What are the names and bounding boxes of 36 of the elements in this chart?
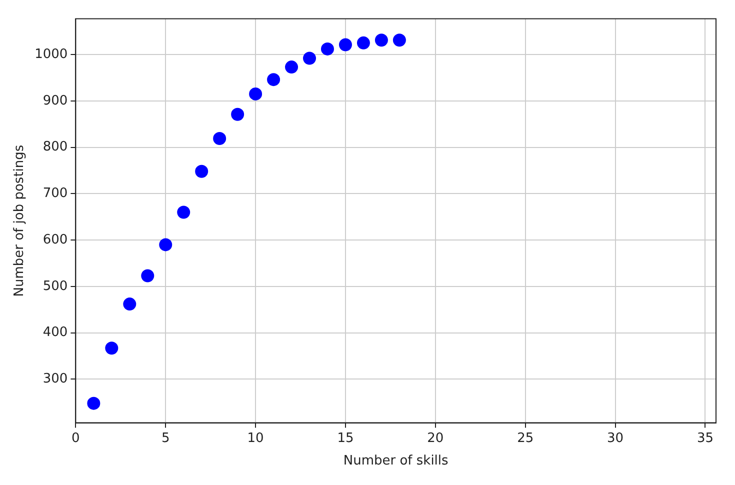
point xyxy=(87,396,100,410)
x-tick-label: 25 xyxy=(517,430,534,446)
point xyxy=(267,73,280,86)
y-tick-label: 700 xyxy=(42,186,68,202)
y-tick-label: 600 xyxy=(42,232,68,248)
y-tick-label: 900 xyxy=(42,93,68,108)
y-axis-title: Number of job postings xyxy=(12,144,28,297)
point xyxy=(374,34,388,47)
point xyxy=(231,108,244,121)
x-axis-title: Number of skills xyxy=(343,454,449,469)
x-tick-label: 0 xyxy=(72,430,80,446)
x-tick-label: 15 xyxy=(337,430,354,446)
y-tick-label: 800 xyxy=(42,140,68,155)
point xyxy=(356,36,370,50)
x-tick-label: 20 xyxy=(427,430,444,446)
x-tick-label: 5 xyxy=(161,430,170,446)
point xyxy=(338,38,352,52)
y-tick-label: 500 xyxy=(42,278,68,294)
y-tick-label: 400 xyxy=(42,325,68,340)
point xyxy=(105,342,118,355)
x-tick-label: 30 xyxy=(607,430,624,446)
point xyxy=(177,206,190,219)
point xyxy=(285,60,298,74)
point xyxy=(159,238,172,252)
point xyxy=(303,52,316,65)
x-tick-label: 10 xyxy=(247,430,264,446)
point xyxy=(123,298,136,311)
y-tick-label: 1000 xyxy=(34,46,68,62)
point xyxy=(141,269,154,282)
point xyxy=(392,34,406,47)
point xyxy=(195,164,208,178)
point xyxy=(249,87,262,100)
point xyxy=(320,42,334,56)
y-tick-label: 300 xyxy=(42,372,68,387)
x-tick-label: 35 xyxy=(696,430,714,446)
point xyxy=(213,132,226,145)
